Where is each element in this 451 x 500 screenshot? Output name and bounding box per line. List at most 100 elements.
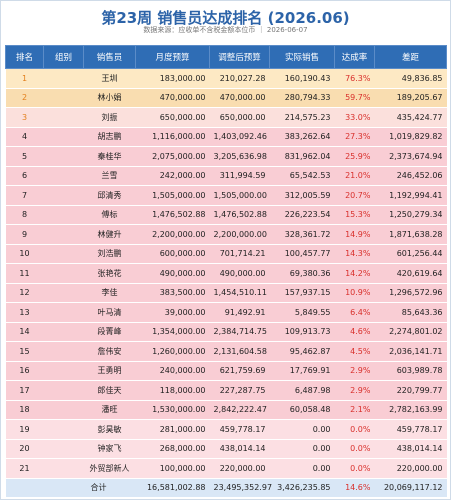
column-header: 销售员 xyxy=(83,45,136,69)
cell: 76.3% xyxy=(334,68,375,89)
group-cell xyxy=(43,166,84,186)
data-row: 6 兰雪 242,000.00 311,994.59 65,542.53 21.0% 246… xyxy=(5,166,447,186)
cell: 600,000.00 xyxy=(135,244,210,264)
cell: 15 xyxy=(5,341,44,362)
cell: 650,000.00 xyxy=(135,107,210,128)
total-cell: 23,495,352.97 xyxy=(209,478,272,498)
cell: 叶马清 xyxy=(83,302,136,323)
cell: 1,116,000.00 xyxy=(135,127,210,147)
cell: 100,000.00 xyxy=(135,458,210,479)
group-cell xyxy=(43,185,84,206)
data-row: 17 郎佳天 118,000.00 227,287.75 6,487.98 2.9% 220… xyxy=(5,380,447,401)
cell: 6,487.98 xyxy=(269,380,335,401)
group-cell xyxy=(43,322,84,342)
total-cell: 14.6% xyxy=(334,478,375,498)
cell: 1,530,000.00 xyxy=(135,400,210,420)
cell: 傅标 xyxy=(83,205,136,225)
cell: 438,014.14 xyxy=(209,439,270,459)
cell: 210,027.28 xyxy=(209,68,270,89)
column-header: 组别 xyxy=(43,45,84,69)
cell: 21.0% xyxy=(334,166,375,186)
cell: 1,250,279.34 xyxy=(374,205,447,225)
cell: 林小娟 xyxy=(83,88,136,108)
cell: 14.2% xyxy=(334,263,375,284)
cell: 兰雪 xyxy=(83,166,136,186)
cell: 490,000.00 xyxy=(135,263,210,284)
cell: 刘浩鹏 xyxy=(83,244,136,264)
group-cell xyxy=(43,68,84,89)
cell: 280,794.33 xyxy=(269,88,335,108)
group-cell xyxy=(43,88,84,108)
cell: 2,131,604.58 xyxy=(209,341,270,362)
cell: 3,205,636.98 xyxy=(209,146,270,167)
cell: 227,287.75 xyxy=(209,380,270,401)
cell: 李佳 xyxy=(83,283,136,303)
cell: 601,256.44 xyxy=(374,244,447,264)
cell: 胡志鹏 xyxy=(83,127,136,147)
cell: 5 xyxy=(5,146,44,167)
cell: 435,424.77 xyxy=(374,107,447,128)
cell: 张艳花 xyxy=(83,263,136,284)
cell: 1,505,000.00 xyxy=(209,185,270,206)
cell: 1,505,000.00 xyxy=(135,185,210,206)
cell: 242,000.00 xyxy=(135,166,210,186)
cell: 郎佳天 xyxy=(83,380,136,401)
cell: 383,262.64 xyxy=(269,127,335,147)
cell: 2,200,000.00 xyxy=(135,224,210,245)
cell: 2,384,714.75 xyxy=(209,322,270,342)
cell: 160,190.43 xyxy=(269,68,335,89)
group-cell xyxy=(43,380,84,401)
total-cell: 20,069,117.12 xyxy=(374,478,447,498)
cell: 246,452.06 xyxy=(374,166,447,186)
cell: 65,542.53 xyxy=(269,166,335,186)
cell: 621,759.69 xyxy=(209,361,270,381)
data-row: 19 彭昊敏 281,000.00 459,778.17 0.00 0.0% 459,778… xyxy=(5,419,447,440)
cell: 钟家飞 xyxy=(83,439,136,459)
cell: 20.7% xyxy=(334,185,375,206)
cell: 0.00 xyxy=(269,458,335,479)
cell: 7 xyxy=(5,185,44,206)
group-cell xyxy=(43,341,84,362)
cell: 49,836.85 xyxy=(374,68,447,89)
cell: 10 xyxy=(5,244,44,264)
data-row: 18 潘旺 1,530,000.00 2,842,222.47 60,058.48 2.1… xyxy=(5,400,447,420)
total-row: 合计 16,581,002.88 23,495,352.97 3,426,235.85… xyxy=(5,478,447,498)
cell: 秦桂华 xyxy=(83,146,136,167)
cell: 831,962.04 xyxy=(269,146,335,167)
data-row: 12 李佳 383,500.00 1,454,510.11 157,937.15 10.9… xyxy=(5,283,447,303)
cell: 12 xyxy=(5,283,44,303)
cell: 2,373,674.94 xyxy=(374,146,447,167)
cell: 85,643.36 xyxy=(374,302,447,323)
cell: 1,354,000.00 xyxy=(135,322,210,342)
cell: 2 xyxy=(5,88,44,108)
cell: 1,476,502.88 xyxy=(209,205,270,225)
cell: 69,380.36 xyxy=(269,263,335,284)
group-cell xyxy=(43,127,84,147)
cell: 20 xyxy=(5,439,44,459)
total-cell: 16,581,002.88 xyxy=(135,478,210,498)
cell: 701,714.21 xyxy=(209,244,270,264)
cell: 438,014.14 xyxy=(374,439,447,459)
cell: 2,036,141.71 xyxy=(374,341,447,362)
data-row: 2 林小娟 470,000.00 470,000.00 280,794.33 59.7% 1… xyxy=(5,88,447,108)
cell: 18 xyxy=(5,400,44,420)
cell: 383,500.00 xyxy=(135,283,210,303)
cell: 33.0% xyxy=(334,107,375,128)
cell: 刘振 xyxy=(83,107,136,128)
group-cell xyxy=(43,361,84,381)
cell: 0.00 xyxy=(269,439,335,459)
cell: 4.5% xyxy=(334,341,375,362)
cell: 1,454,510.11 xyxy=(209,283,270,303)
cell: 118,000.00 xyxy=(135,380,210,401)
cell: 100,457.77 xyxy=(269,244,335,264)
cell: 470,000.00 xyxy=(135,88,210,108)
cell: 2.1% xyxy=(334,400,375,420)
cell: 10.9% xyxy=(334,283,375,303)
cell: 14.3% xyxy=(334,244,375,264)
cell: 3 xyxy=(5,107,44,128)
cell: 14.9% xyxy=(334,224,375,245)
cell: 91,492.91 xyxy=(209,302,270,323)
group-cell xyxy=(43,419,84,440)
column-header: 差距 xyxy=(374,45,447,69)
cell: 39,000.00 xyxy=(135,302,210,323)
